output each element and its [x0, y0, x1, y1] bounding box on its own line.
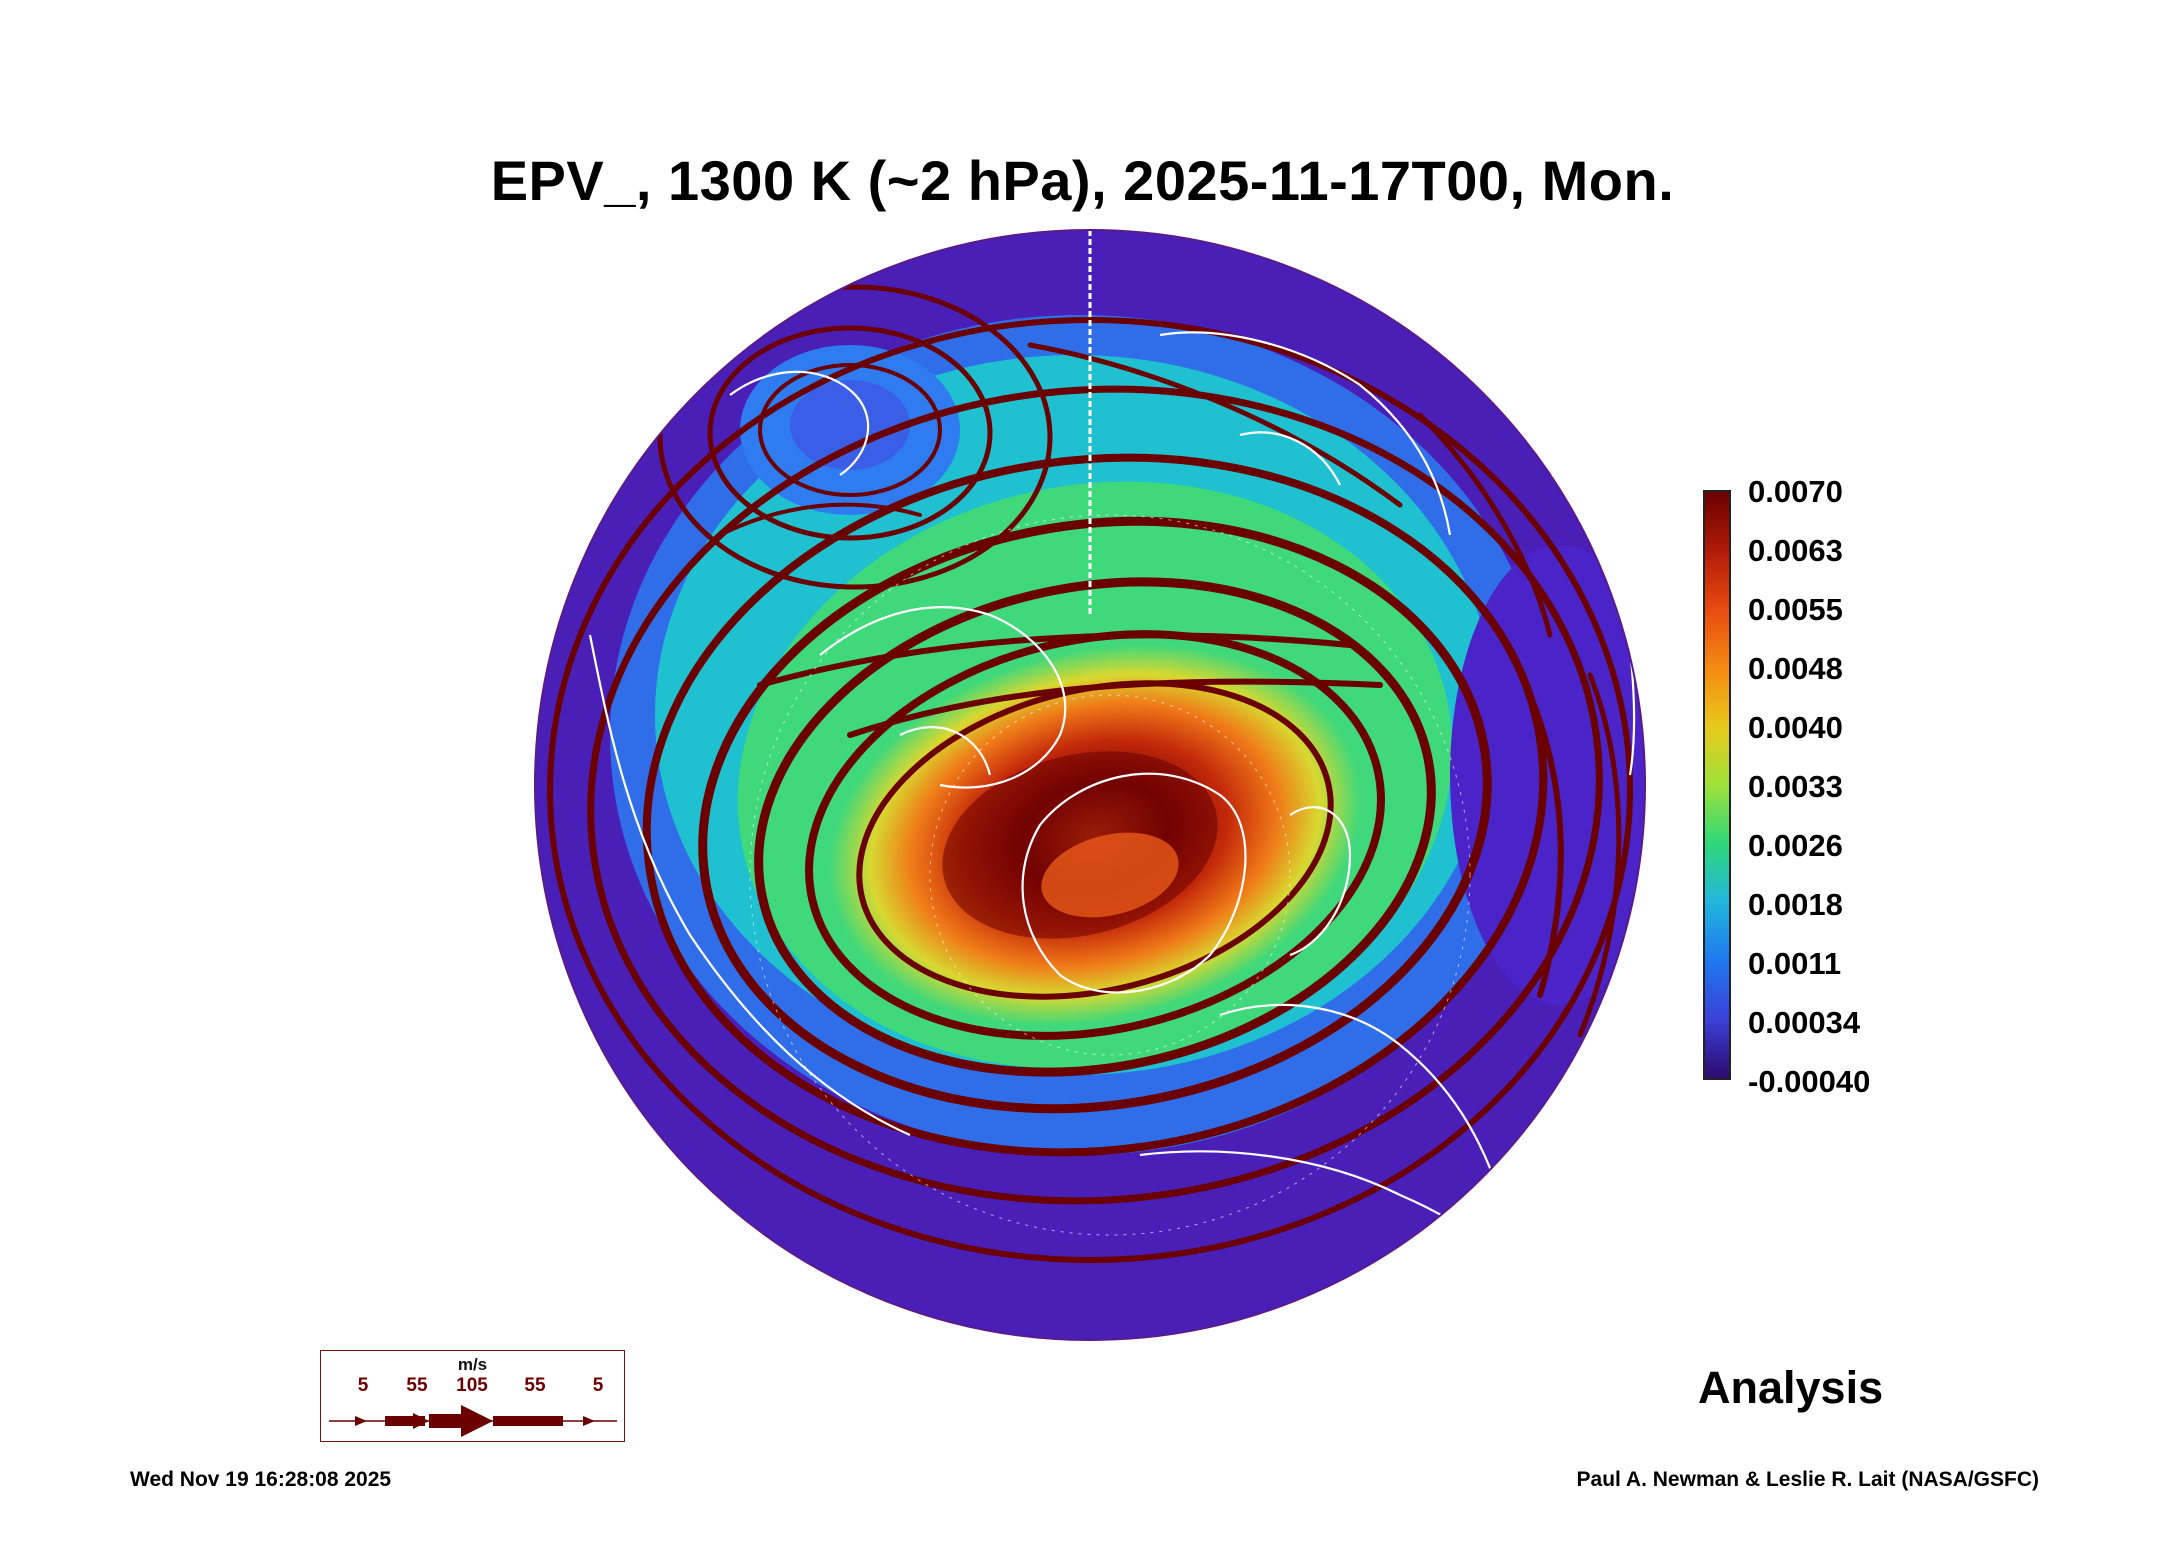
- streamline: [707, 325, 993, 541]
- wind-arrow-thick: [461, 1405, 493, 1437]
- streamline: [698, 516, 1492, 1114]
- wind-bar-medium: [493, 1416, 563, 1426]
- colorbar-label: -0.00040: [1748, 1064, 1871, 1099]
- colorbar-label: 0.0011: [1748, 946, 1842, 981]
- colorbar-label: 0.0048: [1748, 651, 1843, 686]
- streamline: [757, 632, 1353, 688]
- streamline: [1417, 412, 1553, 638]
- colorbar-label: 0.0063: [1748, 533, 1843, 568]
- streamline: [856, 680, 1334, 1000]
- secondary-high-core: [790, 380, 910, 470]
- streamline: [847, 678, 1383, 738]
- streamline: [805, 630, 1385, 1040]
- wind-legend-unit: m/s: [457, 1355, 488, 1374]
- coastline-europe: [1219, 1003, 1502, 1196]
- streamline: [758, 363, 942, 497]
- streamlines: [547, 284, 1633, 1263]
- latitude-circle: [749, 514, 1471, 1236]
- coastline-scandinavia: [1289, 806, 1352, 957]
- streamline: [1027, 342, 1403, 508]
- wind-arrow-medium: [413, 1413, 429, 1429]
- latitude-circle: [929, 694, 1291, 1056]
- wind-legend-speed: 55: [524, 1375, 546, 1396]
- wind-bar-medium: [385, 1416, 425, 1426]
- coastline-canada: [819, 606, 1067, 789]
- vortex-center: [1041, 832, 1179, 918]
- coastline-siberia: [1159, 331, 1452, 536]
- wind-legend-speed: 5: [592, 1375, 604, 1396]
- colorbar-label: 0.0018: [1748, 887, 1843, 922]
- coastline-alaska: [729, 370, 870, 476]
- streamline: [1497, 632, 1564, 998]
- credit: Paul A. Newman & Leslie R. Lait (NASA/GS…: [1576, 1468, 2039, 1491]
- colorbar-label: 0.0026: [1748, 828, 1843, 863]
- wind-legend-arrows: [329, 1405, 617, 1437]
- colorbar-label: 0.00034: [1748, 1005, 1861, 1040]
- wind-legend-speed: 55: [406, 1375, 428, 1396]
- wind-legend-speed: 105: [456, 1375, 488, 1396]
- polar-map: [534, 229, 1646, 1341]
- colorbar-label: 0.0055: [1748, 592, 1843, 627]
- globe-outline: [534, 229, 1646, 1341]
- wind-arrow-thin: [355, 1416, 367, 1426]
- colorbar-labels: 0.0070 0.0063 0.0055 0.0048 0.0040 0.003…: [1748, 474, 1948, 1100]
- streamline: [754, 577, 1436, 1077]
- streamline: [657, 284, 1053, 590]
- colorbar-label: 0.0033: [1748, 769, 1843, 804]
- coastline-greenland: [1021, 772, 1247, 994]
- colorbar-label: 0.0070: [1748, 474, 1843, 509]
- wind-speed-legend: m/s 5 55 105 55 5: [320, 1350, 625, 1442]
- streamline: [587, 385, 1603, 1205]
- wind-legend-speed: 5: [357, 1375, 369, 1396]
- chart-title: EPV_, 1300 K (~2 hPa), 2025-11-17T00, Mo…: [490, 149, 1675, 212]
- analysis-label: Analysis: [1698, 1362, 1884, 1413]
- wind-arrow-thin: [583, 1416, 595, 1426]
- colorbar: [1703, 490, 1731, 1080]
- streamline: [718, 502, 922, 537]
- streamline: [1577, 672, 1622, 1038]
- timestamp: Wed Nov 19 16:28:08 2025: [130, 1468, 392, 1491]
- colorbar-label: 0.0040: [1748, 710, 1843, 745]
- wind-bar-thick: [429, 1414, 469, 1428]
- coastline-americas: [588, 634, 911, 1137]
- graticule: [749, 514, 1471, 1236]
